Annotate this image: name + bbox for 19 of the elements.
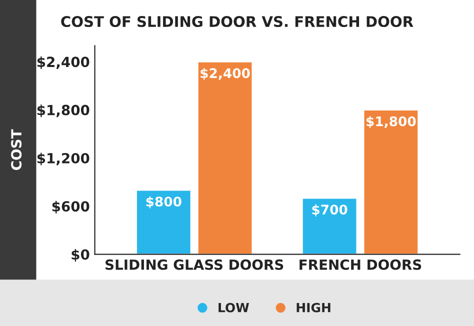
y-tick-label: $1,800: [37, 104, 90, 118]
y-tick-label: $2,400: [37, 56, 90, 70]
chart-title: COST OF SLIDING DOOR VS. FRENCH DOOR: [61, 16, 414, 28]
legend-label: HIGH: [296, 302, 330, 312]
bar: [362, 109, 419, 254]
bar: [136, 189, 192, 254]
data-label: $700: [312, 204, 348, 216]
bar: [301, 197, 358, 254]
data-label: $1,800: [366, 116, 416, 128]
data-label: $2,400: [200, 68, 250, 80]
y-tick-label: $1,200: [37, 152, 90, 166]
y-axis-title: COST: [11, 129, 22, 170]
y-tick-label: $0: [72, 249, 90, 262]
bar: [196, 60, 254, 254]
x-tick-label: FRENCH DOORS: [300, 259, 422, 270]
x-tick-label: SLIDING GLASS DOORS: [106, 259, 284, 270]
legend-label: LOW: [218, 302, 249, 312]
y-tick-label: $600: [52, 200, 90, 214]
data-label: $800: [146, 196, 182, 208]
